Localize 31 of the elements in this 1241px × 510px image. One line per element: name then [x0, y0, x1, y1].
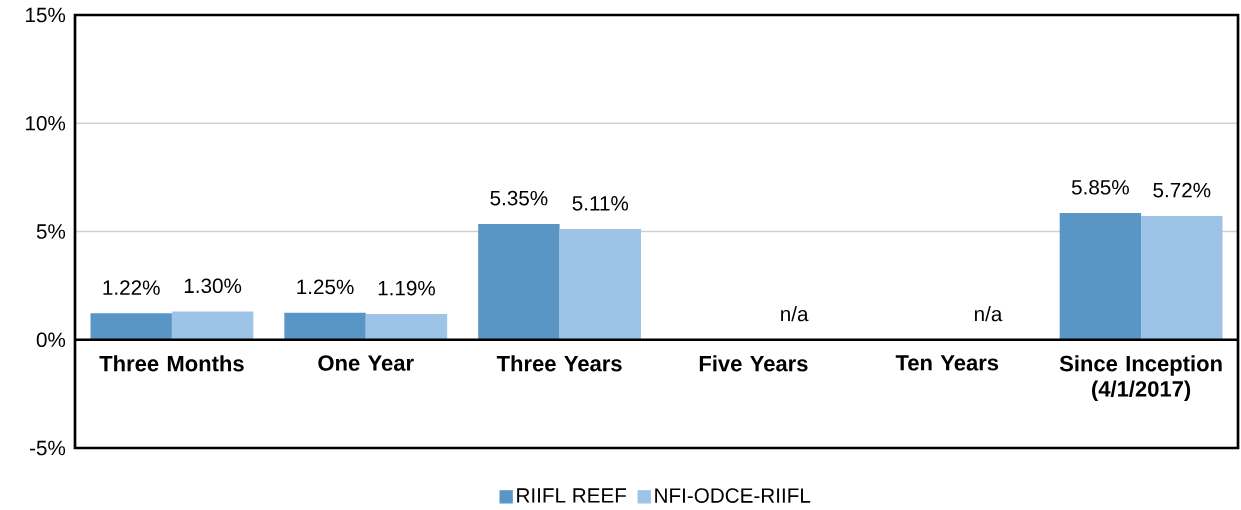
legend-label: NFI-ODCE-RIIFL: [655, 488, 811, 503]
x-tick-label: Three Months: [99, 355, 244, 372]
x-tick-label: Five Years: [699, 355, 808, 372]
data-label: 5.35%: [490, 190, 548, 206]
data-label: 1.25%: [297, 279, 354, 295]
bar: [478, 223, 560, 340]
text: n/a: [781, 306, 809, 322]
bar: [171, 311, 254, 340]
x-tick-label: Ten Years: [895, 355, 999, 371]
y-tick-label: -5%: [30, 440, 66, 456]
bar: [559, 229, 641, 340]
y-tick-label: 10%: [26, 115, 66, 131]
bar: [1141, 215, 1223, 340]
data-label: 5.11%: [572, 196, 629, 211]
y-tick-label: 15%: [26, 7, 66, 23]
text: n/a: [974, 306, 1003, 322]
bar: [365, 313, 448, 340]
y-tick-label: 0%: [36, 332, 66, 348]
y-tick-label: 5%: [36, 224, 66, 239]
bar: [90, 313, 172, 340]
data-label: 5.72%: [1153, 182, 1211, 198]
x-tick-label: One Year: [318, 355, 414, 371]
x-tick-label: Three Years: [496, 355, 622, 372]
data-label: 5.85%: [1071, 179, 1129, 195]
bar: [284, 312, 366, 340]
data-label: 1.30%: [184, 278, 242, 294]
x-tick-label: Since Inception (4/1/2017): [1059, 355, 1222, 402]
legend-label: RIIFL REEF: [517, 488, 627, 503]
data-label: 1.22%: [103, 280, 160, 295]
bar: [1059, 213, 1142, 340]
data-label: 1.19%: [378, 280, 435, 296]
